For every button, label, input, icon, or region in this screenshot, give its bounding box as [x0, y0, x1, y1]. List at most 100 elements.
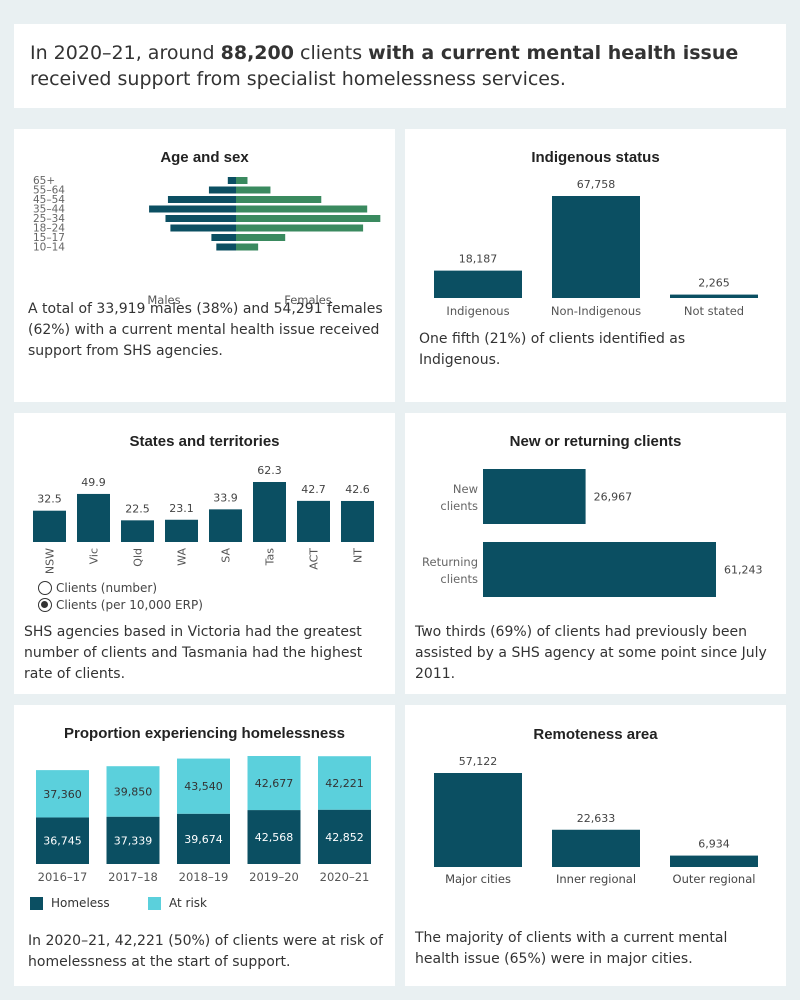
bar-at-risk-4: [318, 756, 371, 810]
bar-homeless-4: [318, 809, 371, 864]
bar-females-6: [236, 234, 286, 241]
bar-at-risk-1: [106, 766, 160, 817]
bar-homeless-1: [106, 816, 160, 864]
remoteness-title: Remoteness area: [533, 726, 658, 743]
category-label: NSW: [44, 548, 57, 574]
data-label-at-risk: 39,850: [114, 785, 153, 798]
bar-0: [434, 270, 522, 298]
bar-Qld: [121, 520, 154, 542]
homelessness-title: Proportion experiencing homelessness: [64, 725, 345, 742]
data-label: 67,758: [577, 178, 616, 191]
category-label: NT: [352, 548, 365, 563]
bar-males-6: [211, 234, 236, 241]
bar-females-3: [236, 205, 368, 213]
bar-ACT: [297, 500, 330, 542]
bar-1: [552, 196, 640, 298]
summary-text: In 2020–21, around 88,200 clients with a…: [30, 40, 770, 92]
data-label: 22,633: [577, 812, 616, 825]
data-label-homeless: 36,745: [43, 835, 82, 848]
panel-remoteness: Remoteness area 57,122 Major cities 22,633…: [405, 705, 786, 986]
legend-label: At risk: [169, 896, 207, 910]
indigenous-caption: One fifth (21%) of clients identified as…: [419, 331, 686, 368]
data-label-at-risk: 42,221: [325, 777, 364, 790]
age-sex-title: Age and sex: [160, 149, 249, 166]
bar-NT: [341, 500, 374, 542]
panel-new-returning: New or returning clients 26,967 New client…: [405, 413, 786, 694]
data-label: 32.5: [37, 493, 62, 506]
category-label: Qld: [132, 548, 145, 567]
category-label: Not stated: [684, 304, 744, 318]
data-label: 6,934: [698, 838, 730, 851]
data-label: 18,187: [459, 253, 498, 266]
age-tick-label: 45–54: [33, 194, 65, 206]
bar-2: [670, 855, 758, 867]
category-label: Inner regional: [556, 872, 636, 886]
new-returning-caption: Two thirds (69%) of clients had previous…: [415, 624, 767, 682]
summary-pre: In 2020–21, around: [30, 42, 221, 64]
bar-SA: [209, 509, 242, 542]
data-label-homeless: 42,568: [255, 831, 294, 844]
category-label: SA: [220, 548, 233, 563]
age-tick-label: 55–64: [33, 185, 65, 197]
radio-clients-rate[interactable]: Clients (per 10,000 ERP): [38, 598, 203, 612]
age-tick-label: 35–44: [33, 204, 65, 216]
data-label: 62.3: [257, 464, 282, 477]
data-label-homeless: 42,852: [325, 831, 364, 844]
data-label: 22.5: [125, 502, 150, 515]
bar-WA: [165, 519, 198, 542]
radio-label-rate: Clients (per 10,000 ERP): [56, 598, 203, 612]
panel-indigenous: Indigenous status 18,187 Indigenous 67,758…: [405, 129, 786, 402]
bar-Tas: [253, 482, 286, 542]
bar-females-7: [236, 243, 259, 251]
legend-swatch: [30, 896, 43, 910]
radio-button[interactable]: [38, 598, 52, 612]
bar-females-2: [236, 196, 322, 203]
bar-homeless-3: [247, 810, 301, 864]
radio-label-number: Clients (number): [56, 581, 158, 595]
bar-2: [670, 294, 758, 298]
bar-at-risk-0: [36, 770, 89, 818]
bar-males-1: [208, 186, 236, 194]
category-label: WA: [176, 548, 189, 566]
data-label-at-risk: 43,540: [184, 780, 223, 793]
homelessness-chart[interactable]: 36,745 37,360 2016–17 37,339 39,850 2017–18 39…: [14, 750, 395, 890]
data-label: 61,243: [724, 564, 763, 577]
panel-homelessness: Proportion experiencing homelessness 36,…: [14, 705, 395, 986]
category-label: 2016–17: [38, 870, 88, 884]
states-caption: SHS agencies based in Victoria had the g…: [24, 624, 363, 682]
category-label: 2018–19: [179, 870, 229, 884]
summary-count: 88,200: [220, 42, 294, 64]
category-label: New: [453, 482, 478, 496]
bar-1: [552, 829, 640, 867]
category-label: Non-Indigenous: [551, 304, 641, 318]
bar-males-2: [167, 196, 236, 203]
data-label: 2,265: [698, 277, 730, 290]
states-title: States and territories: [129, 433, 280, 450]
data-label: 57,122: [459, 755, 498, 768]
bar-females-1: [236, 186, 271, 194]
category-label: Major cities: [445, 872, 511, 886]
states-chart[interactable]: 32.5 NSW 49.9 Vic 22.5 Qld 23.1 WA 33.9 SA 62.3 Tas…: [14, 453, 395, 583]
new-returning-chart[interactable]: 26,967 New clients 61,243 Returning clients: [405, 458, 786, 608]
remoteness-chart[interactable]: 57,122 Major cities 22,633 Inner regional 6,…: [405, 745, 786, 895]
category-label: 2017–18: [108, 870, 158, 884]
category-label: Tas: [264, 548, 277, 567]
summary-banner: In 2020–21, around 88,200 clients with a…: [14, 24, 786, 108]
age-sex-caption: A total of 33,919 males (38%) and 54,291…: [28, 301, 383, 359]
age-tick-label: 25–34: [33, 213, 65, 225]
radio-button[interactable]: [38, 581, 52, 595]
bar-1: [483, 542, 716, 597]
males-label: Males: [147, 293, 180, 307]
data-label: 42.7: [301, 483, 326, 496]
data-label-at-risk: 37,360: [43, 788, 82, 801]
category-label: ACT: [308, 548, 321, 570]
radio-clients-number[interactable]: Clients (number): [38, 581, 157, 595]
legend-homeless: Homeless: [30, 896, 110, 910]
indigenous-chart[interactable]: 18,187 Indigenous 67,758 Non-Indigenous 2,26…: [405, 169, 786, 329]
age-tick-label: 65+: [33, 175, 55, 187]
data-label: 49.9: [81, 476, 106, 489]
data-label: 42.6: [345, 483, 370, 496]
summary-post: received support from specialist homeles…: [30, 68, 566, 90]
age-tick-label: 15–17: [33, 232, 65, 244]
